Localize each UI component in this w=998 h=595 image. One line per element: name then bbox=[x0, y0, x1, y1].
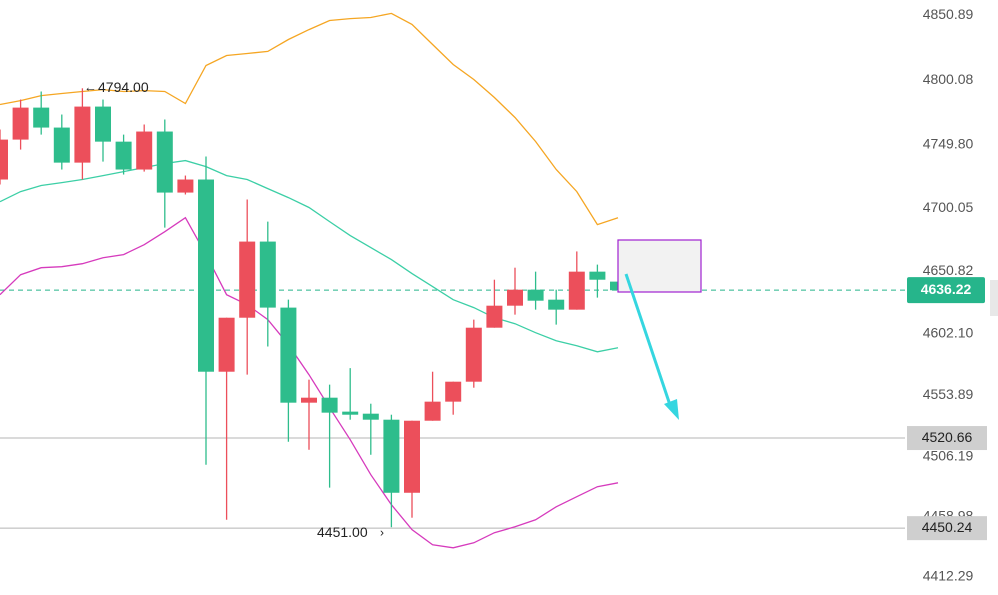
candle-body bbox=[156, 131, 173, 193]
band-line bbox=[0, 216, 619, 549]
candle-body bbox=[115, 141, 132, 170]
candle-body bbox=[486, 305, 503, 328]
candle-body bbox=[74, 106, 91, 163]
y-tick-label: 4506.19 bbox=[923, 447, 974, 463]
price-line-label: 4450.24 bbox=[922, 519, 973, 535]
band-line bbox=[0, 159, 619, 353]
low-marker-label: 4451.00 bbox=[317, 524, 368, 540]
candle-body bbox=[527, 289, 544, 301]
candle-body bbox=[53, 127, 70, 163]
y-tick-label: 4700.05 bbox=[923, 199, 974, 215]
y-tick-label: 4412.29 bbox=[923, 567, 974, 583]
y-tick-label: 4553.89 bbox=[923, 386, 974, 402]
candle-body bbox=[465, 327, 482, 382]
candle-body bbox=[280, 307, 297, 403]
scroll-handle[interactable] bbox=[990, 280, 998, 316]
current-price-box bbox=[907, 277, 985, 304]
candle-body bbox=[218, 317, 235, 372]
price-line-label: 4520.66 bbox=[922, 429, 973, 445]
drawing-arrow-head bbox=[664, 399, 679, 420]
candle-body bbox=[198, 179, 214, 372]
candle-body bbox=[259, 241, 276, 308]
plot-layer bbox=[0, 12, 626, 549]
candle-body bbox=[239, 241, 256, 318]
candle-body bbox=[321, 397, 338, 413]
candle-body bbox=[12, 107, 29, 140]
price-line-box bbox=[907, 426, 987, 451]
candle-body bbox=[362, 413, 379, 420]
candle-body bbox=[589, 271, 606, 280]
axis-layer: 4850.89 4800.08 4749.80 4700.05 4650.82 4602.… bbox=[0, 6, 974, 583]
candle-body bbox=[507, 289, 523, 306]
y-tick-label: 4602.10 bbox=[923, 325, 974, 341]
current-price-label: 4636.22 bbox=[921, 281, 972, 297]
drawing-arrow bbox=[624, 273, 672, 406]
candle-body bbox=[548, 299, 565, 310]
candle-body bbox=[33, 107, 50, 128]
y-tick-label: 4650.82 bbox=[923, 262, 974, 278]
candle-body bbox=[424, 401, 441, 421]
candle-body bbox=[342, 411, 359, 415]
candle-body bbox=[136, 131, 153, 170]
y-tick-label: 4749.80 bbox=[923, 136, 974, 152]
y-tick-label: 4850.89 bbox=[923, 6, 974, 22]
candle-body bbox=[445, 381, 462, 402]
y-tick-label: 4800.08 bbox=[923, 71, 974, 87]
candle-body bbox=[404, 420, 420, 493]
low-arrow: › bbox=[380, 525, 384, 539]
band-line bbox=[0, 12, 619, 226]
candle-body bbox=[95, 106, 111, 142]
candle-body bbox=[383, 419, 400, 493]
price-line-box bbox=[907, 516, 987, 541]
label-layer: 4636.22 4520.66 4450.24 ← 4794.00 4451.00 › bbox=[84, 79, 987, 541]
high-arrow: ← bbox=[84, 80, 97, 95]
candle-body bbox=[301, 397, 317, 403]
candle-body bbox=[177, 179, 194, 193]
candle-body bbox=[568, 271, 585, 310]
drawing-box bbox=[617, 239, 702, 293]
candle-body bbox=[0, 139, 8, 180]
high-marker-label: 4794.00 bbox=[98, 79, 149, 95]
